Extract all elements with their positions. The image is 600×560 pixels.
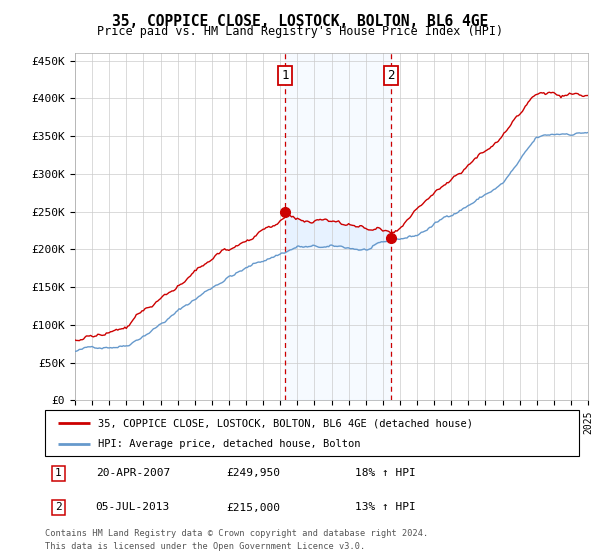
Text: £249,950: £249,950 — [227, 468, 281, 478]
Text: 1: 1 — [55, 468, 62, 478]
Text: 35, COPPICE CLOSE, LOSTOCK, BOLTON, BL6 4GE (detached house): 35, COPPICE CLOSE, LOSTOCK, BOLTON, BL6 … — [98, 418, 473, 428]
Text: 18% ↑ HPI: 18% ↑ HPI — [355, 468, 415, 478]
FancyBboxPatch shape — [45, 410, 579, 456]
Text: 2: 2 — [55, 502, 62, 512]
Text: 13% ↑ HPI: 13% ↑ HPI — [355, 502, 415, 512]
Text: 20-APR-2007: 20-APR-2007 — [96, 468, 170, 478]
Text: Contains HM Land Registry data © Crown copyright and database right 2024.: Contains HM Land Registry data © Crown c… — [45, 529, 428, 538]
Text: Price paid vs. HM Land Registry's House Price Index (HPI): Price paid vs. HM Land Registry's House … — [97, 25, 503, 38]
Text: £215,000: £215,000 — [227, 502, 281, 512]
Text: 1: 1 — [281, 69, 289, 82]
Text: 35, COPPICE CLOSE, LOSTOCK, BOLTON, BL6 4GE: 35, COPPICE CLOSE, LOSTOCK, BOLTON, BL6 … — [112, 14, 488, 29]
Text: 2: 2 — [388, 69, 395, 82]
Text: This data is licensed under the Open Government Licence v3.0.: This data is licensed under the Open Gov… — [45, 542, 365, 550]
Text: HPI: Average price, detached house, Bolton: HPI: Average price, detached house, Bolt… — [98, 440, 361, 450]
Text: 05-JUL-2013: 05-JUL-2013 — [96, 502, 170, 512]
